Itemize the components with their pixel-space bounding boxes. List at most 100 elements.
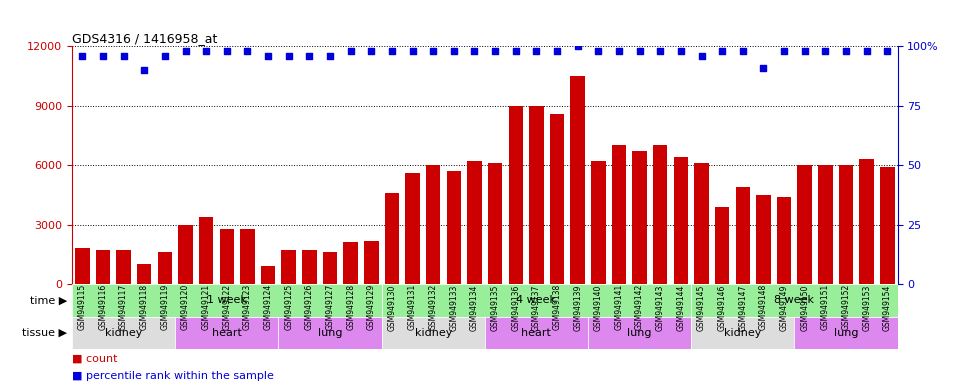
Text: GSM949147: GSM949147 (738, 284, 747, 331)
Point (756, 65, 771, 71)
Bar (674, 157, 688, 284)
Text: GSM949134: GSM949134 (470, 284, 479, 331)
Bar (281, 250, 296, 284)
Point (488, 48, 503, 54)
Bar (261, 266, 276, 284)
Point (405, 48, 420, 54)
Bar (240, 228, 254, 284)
Text: GSM949137: GSM949137 (532, 284, 540, 331)
Point (323, 53, 338, 59)
Text: GSM949116: GSM949116 (99, 284, 108, 330)
Text: GSM949119: GSM949119 (160, 284, 169, 330)
Point (281, 53, 297, 59)
Text: GSM949115: GSM949115 (78, 284, 86, 330)
Bar (735, 187, 750, 284)
Text: GSM949125: GSM949125 (284, 284, 293, 330)
Bar (694, 163, 708, 284)
Bar (199, 217, 213, 284)
Bar (446, 171, 461, 284)
Bar (509, 106, 523, 284)
Point (673, 48, 688, 54)
Text: GSM949154: GSM949154 (883, 284, 892, 331)
Text: GSM949135: GSM949135 (491, 284, 499, 331)
Bar (880, 167, 895, 284)
Text: GDS4316 / 1416958_at: GDS4316 / 1416958_at (72, 32, 217, 45)
Text: GSM949150: GSM949150 (801, 284, 809, 331)
Bar (382, 317, 485, 349)
Bar (468, 161, 482, 284)
Bar (777, 197, 791, 284)
Bar (302, 250, 317, 284)
Bar (818, 165, 832, 284)
Point (260, 53, 276, 59)
Bar (795, 317, 898, 349)
Text: GSM949133: GSM949133 (449, 284, 458, 331)
Text: 8 week: 8 week (775, 295, 814, 306)
Text: lung: lung (627, 328, 652, 338)
Bar (385, 193, 399, 284)
Bar (588, 317, 691, 349)
Text: GSM949126: GSM949126 (305, 284, 314, 330)
Bar (798, 165, 812, 284)
Text: GSM949132: GSM949132 (429, 284, 438, 330)
Point (570, 43, 586, 49)
Text: kidney: kidney (415, 328, 452, 338)
Point (777, 48, 792, 54)
Bar (175, 317, 278, 349)
Text: time ▶: time ▶ (30, 295, 67, 306)
Point (136, 67, 152, 73)
Text: GSM949120: GSM949120 (181, 284, 190, 330)
Point (632, 48, 647, 54)
Point (364, 48, 379, 54)
Text: heart: heart (521, 328, 551, 338)
Text: GSM949143: GSM949143 (656, 284, 664, 331)
Text: GSM949128: GSM949128 (347, 284, 355, 330)
Text: GSM949130: GSM949130 (388, 284, 396, 331)
Text: 1 week: 1 week (206, 295, 247, 306)
Text: GSM949121: GSM949121 (202, 284, 210, 330)
Bar (220, 228, 234, 284)
Bar (137, 264, 152, 284)
Bar (179, 225, 193, 284)
Bar (691, 284, 898, 317)
Text: GSM949141: GSM949141 (614, 284, 623, 330)
Point (818, 48, 833, 54)
Text: GSM949131: GSM949131 (408, 284, 417, 330)
Text: GSM949127: GSM949127 (325, 284, 334, 330)
Point (116, 53, 132, 59)
Point (612, 48, 627, 54)
Point (529, 48, 544, 54)
Point (384, 48, 399, 54)
Text: lung: lung (833, 328, 858, 338)
Text: kidney: kidney (724, 328, 761, 338)
Bar (96, 250, 110, 284)
Point (178, 48, 193, 54)
Point (301, 53, 317, 59)
Bar (756, 195, 771, 284)
Point (797, 48, 812, 54)
Point (694, 53, 709, 59)
Point (714, 48, 730, 54)
Text: GSM949140: GSM949140 (594, 284, 603, 331)
Bar (426, 165, 441, 284)
Point (879, 48, 895, 54)
Text: GSM949139: GSM949139 (573, 284, 582, 331)
Point (343, 48, 358, 54)
Point (199, 48, 214, 54)
Text: GSM949123: GSM949123 (243, 284, 252, 330)
Bar (72, 317, 175, 349)
Text: GSM949122: GSM949122 (223, 284, 231, 330)
Text: GSM949144: GSM949144 (677, 284, 685, 331)
Bar (116, 250, 131, 284)
Text: GSM949117: GSM949117 (119, 284, 128, 330)
Text: GSM949149: GSM949149 (780, 284, 788, 331)
Text: GSM949142: GSM949142 (636, 284, 644, 330)
Bar (485, 317, 588, 349)
Point (219, 48, 234, 54)
Bar (691, 317, 795, 349)
Text: GSM949152: GSM949152 (842, 284, 851, 330)
Bar (364, 240, 378, 284)
Point (838, 48, 853, 54)
Text: GSM949146: GSM949146 (718, 284, 727, 331)
Bar (612, 145, 626, 284)
